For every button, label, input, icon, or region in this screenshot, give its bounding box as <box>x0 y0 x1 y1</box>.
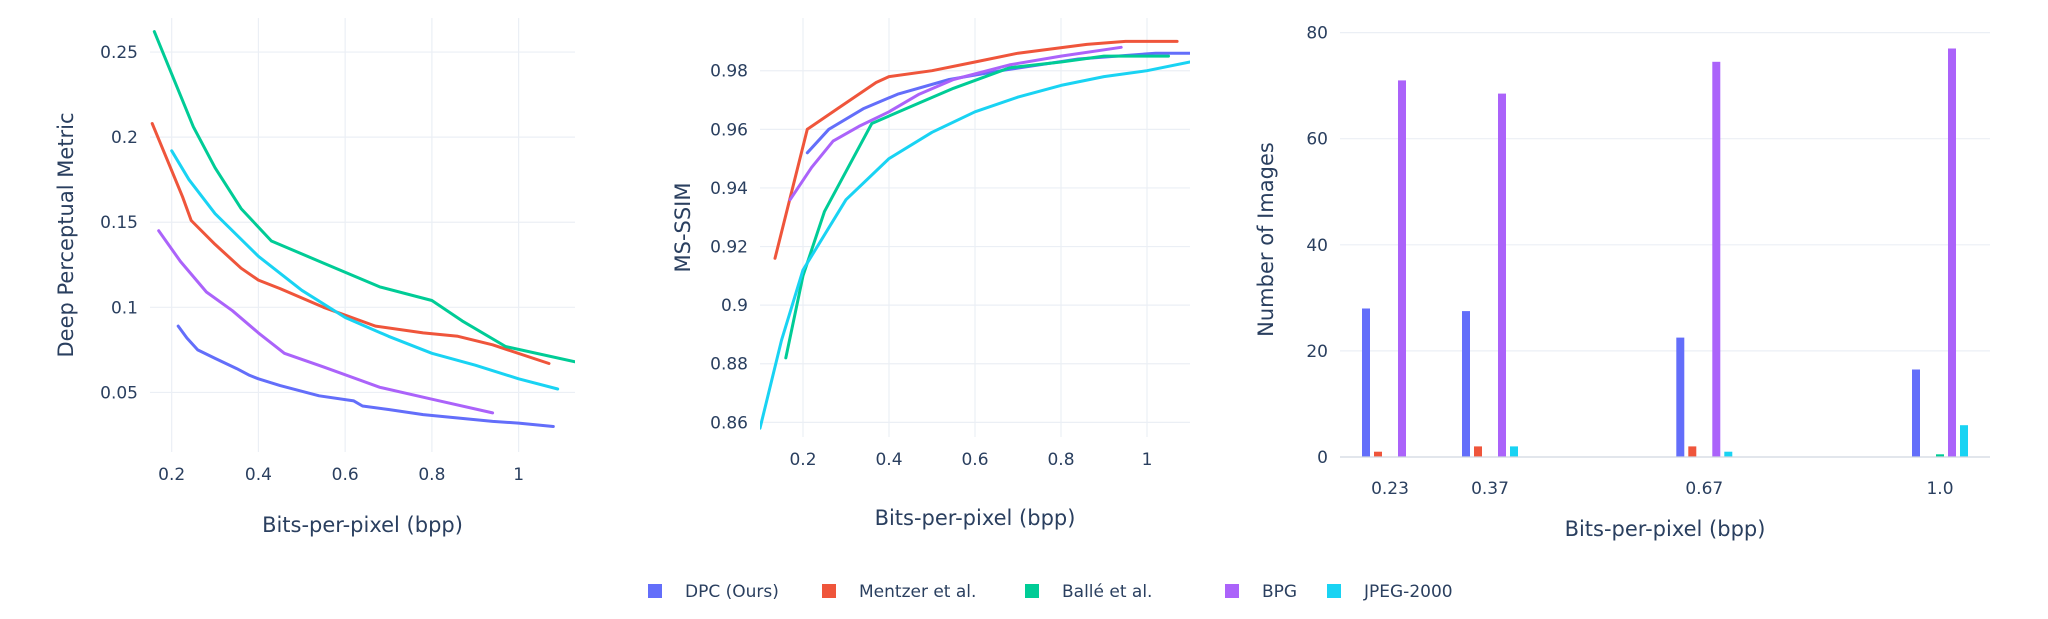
legend-swatch <box>1327 584 1341 598</box>
y-axis-title: MS-SSIM <box>671 183 695 273</box>
bar-mentzer-et-al <box>1474 446 1482 457</box>
bar-bpg <box>1398 80 1406 458</box>
bar-dpc-ours <box>1912 369 1920 457</box>
x-tick-label: 0.2 <box>158 465 185 485</box>
bar-jpeg-2000 <box>1724 451 1733 457</box>
series-line-bpg <box>788 45 1123 202</box>
x-tick-label: 0.23 <box>1371 479 1409 499</box>
y-tick-label: 0.15 <box>100 213 138 233</box>
y-tick-label: 0.88 <box>710 355 748 375</box>
x-tick-label: 0.37 <box>1471 479 1509 499</box>
bar-bpg <box>1712 61 1721 458</box>
legend-swatch <box>648 584 662 598</box>
x-tick-label: 0.8 <box>418 465 445 485</box>
y-axis-title: Deep Perceptual Metric <box>54 112 78 357</box>
legend: DPC (Ours) Mentzer et al. Ballé et al. BPG J… <box>648 582 1453 602</box>
x-tick-label: 0.67 <box>1685 479 1723 499</box>
y-axis-title: Number of Images <box>1254 142 1278 337</box>
y-tick-label: 0 <box>1317 448 1328 468</box>
x-tick-label: 0.6 <box>332 465 359 485</box>
legend-item-bpg[interactable]: BPG <box>1225 582 1297 602</box>
legend-swatch <box>1225 584 1239 598</box>
legend-swatch <box>822 584 836 598</box>
legend-item-mentzer-et-al[interactable]: Mentzer et al. <box>822 582 976 602</box>
bar-jpeg-2000 <box>1510 446 1518 457</box>
y-tick-label: 40 <box>1306 236 1328 256</box>
x-axis-title: Bits-per-pixel (bpp) <box>875 506 1076 530</box>
legend-label: Ballé et al. <box>1062 582 1152 602</box>
x-tick-label: 1 <box>1142 450 1153 470</box>
y-tick-label: 60 <box>1306 130 1328 150</box>
y-tick-label: 0.92 <box>710 238 748 258</box>
legend-label: BPG <box>1262 582 1297 602</box>
x-tick-label: 0.4 <box>245 465 272 485</box>
chart-ms-ssim: 0.86 0.88 0.9 0.92 0.94 0.96 0.98 0.2 0.4 0.6 0.8 1… <box>671 18 1190 530</box>
bar-dpc-ours <box>1362 308 1370 457</box>
bar-bpg <box>1498 93 1506 457</box>
x-tick-label: 1.0 <box>1926 479 1953 499</box>
y-tick-label: 0.05 <box>100 383 138 403</box>
y-tick-label: 0.96 <box>710 120 748 140</box>
chart-number-of-images: 0 20 40 60 80 Bits-per-pixel (bpp) Number of I… <box>1254 24 1990 541</box>
chart-deep-perceptual-metric: 0.05 0.1 0.15 0.2 0.25 0.2 0.4 0.6 0.8 1 Bits-per-… <box>54 18 575 537</box>
y-tick-label: 0.98 <box>710 62 748 82</box>
legend-item-jpeg-2000[interactable]: JPEG-2000 <box>1327 582 1453 602</box>
x-tick-label: 0.2 <box>789 450 816 470</box>
series-line-jpeg-2000 <box>760 60 1190 430</box>
legend-label: DPC (Ours) <box>685 582 779 602</box>
bar-mentzer-et-al <box>1688 446 1697 457</box>
x-tick-label: 0.6 <box>961 450 988 470</box>
x-tick-label: 0.8 <box>1047 450 1074 470</box>
legend-item-balle-et-al[interactable]: Ballé et al. <box>1025 582 1152 602</box>
legend-label: JPEG-2000 <box>1363 582 1453 602</box>
series-line-bpg <box>157 229 495 415</box>
legend-label: Mentzer et al. <box>859 582 976 602</box>
legend-swatch <box>1025 584 1039 598</box>
y-tick-label: 20 <box>1306 342 1328 362</box>
y-tick-label: 80 <box>1306 24 1328 44</box>
series-line-balle-et-al <box>784 54 1170 360</box>
y-tick-label: 0.1 <box>111 298 138 318</box>
series-line-mentzer-et-al <box>150 122 551 365</box>
bar-dpc-ours <box>1462 311 1470 457</box>
y-tick-label: 0.94 <box>710 179 748 199</box>
x-tick-label: 1 <box>513 465 524 485</box>
series-line-balle-et-al <box>152 30 575 364</box>
bar-jpeg-2000 <box>1960 425 1968 457</box>
legend-item-dpc-ours[interactable]: DPC (Ours) <box>648 582 779 602</box>
x-tick-label: 0.4 <box>875 450 902 470</box>
series-group <box>150 30 575 428</box>
y-tick-label: 0.86 <box>710 413 748 433</box>
y-tick-label: 0.25 <box>100 43 138 63</box>
series-line-dpc-ours <box>176 324 555 428</box>
x-axis-title: Bits-per-pixel (bpp) <box>262 513 463 537</box>
bar-balle-et-al <box>1936 454 1944 457</box>
y-tick-label: 0.9 <box>721 296 748 316</box>
bar-dpc-ours <box>1676 337 1685 457</box>
bar-bpg <box>1948 48 1956 457</box>
series-line-mentzer-et-al <box>773 39 1179 260</box>
series-group <box>760 39 1190 430</box>
series-line-jpeg-2000 <box>170 149 560 391</box>
y-tick-label: 0.2 <box>111 128 138 148</box>
bar-mentzer-et-al <box>1374 451 1382 457</box>
x-axis-title: Bits-per-pixel (bpp) <box>1565 517 1766 541</box>
